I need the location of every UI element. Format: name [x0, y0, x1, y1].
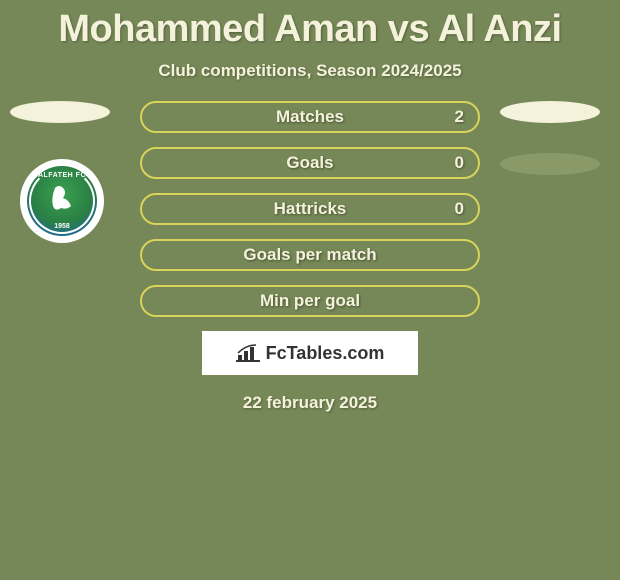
club-badge-inner: ALFATEH FC 1958 — [27, 166, 97, 236]
brand-text: FcTables.com — [266, 343, 385, 364]
date-label: 22 february 2025 — [140, 393, 480, 413]
stat-row-goals: Goals 0 — [140, 147, 480, 179]
page-subtitle: Club competitions, Season 2024/2025 — [0, 61, 620, 81]
stat-row-min-per-goal: Min per goal — [140, 285, 480, 317]
stat-row-matches: Matches 2 — [140, 101, 480, 133]
stat-value: 2 — [455, 107, 464, 127]
brand-badge[interactable]: FcTables.com — [202, 331, 418, 375]
stat-row-hattricks: Hattricks 0 — [140, 193, 480, 225]
right-placeholder-2 — [500, 153, 600, 175]
stat-value: 0 — [455, 199, 464, 219]
stat-label: Min per goal — [260, 291, 360, 311]
comparison-panel: ALFATEH FC 1958 Matches 2 Goals 0 Hattri… — [0, 101, 620, 413]
club-badge: ALFATEH FC 1958 — [20, 159, 104, 243]
club-badge-name: ALFATEH FC — [27, 172, 97, 179]
right-placeholder-1 — [500, 101, 600, 123]
stat-value: 0 — [455, 153, 464, 173]
stat-label: Goals — [286, 153, 333, 173]
stat-row-goals-per-match: Goals per match — [140, 239, 480, 271]
club-badge-figure-icon — [49, 184, 75, 214]
stat-label: Matches — [276, 107, 344, 127]
page-title: Mohammed Aman vs Al Anzi — [0, 0, 620, 51]
bar-chart-icon — [236, 343, 260, 363]
stat-label: Hattricks — [274, 199, 347, 219]
club-badge-year: 1958 — [27, 223, 97, 230]
left-placeholder-1 — [10, 101, 110, 123]
stat-label: Goals per match — [243, 245, 376, 265]
